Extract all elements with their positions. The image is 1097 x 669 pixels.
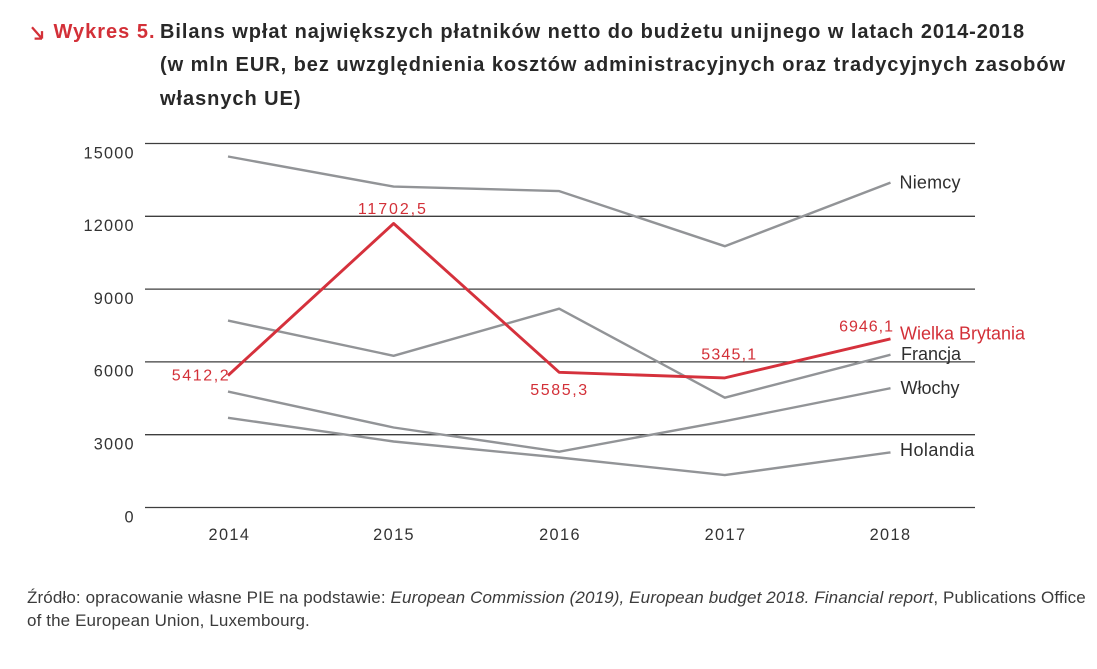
svg-text:Włochy: Włochy <box>901 378 960 398</box>
svg-text:Wielka Brytania: Wielka Brytania <box>900 324 1026 344</box>
svg-text:2017: 2017 <box>705 526 747 544</box>
svg-text:15000: 15000 <box>84 144 135 162</box>
svg-text:5345,1: 5345,1 <box>701 347 757 364</box>
svg-text:5412,2: 5412,2 <box>172 368 231 385</box>
svg-text:3000: 3000 <box>94 436 135 454</box>
svg-text:2018: 2018 <box>870 526 912 544</box>
svg-text:6946,1: 6946,1 <box>839 319 894 336</box>
svg-text:2016: 2016 <box>539 526 581 544</box>
svg-text:11702,5: 11702,5 <box>358 201 428 218</box>
svg-text:Francja: Francja <box>901 344 962 364</box>
svg-text:Niemcy: Niemcy <box>900 172 961 192</box>
svg-text:6000: 6000 <box>94 363 135 381</box>
svg-text:9000: 9000 <box>94 290 135 308</box>
svg-text:0: 0 <box>125 508 135 526</box>
svg-text:12000: 12000 <box>84 217 135 235</box>
svg-text:2014: 2014 <box>208 526 250 544</box>
svg-text:5585,3: 5585,3 <box>530 382 589 399</box>
svg-text:2015: 2015 <box>373 526 415 544</box>
svg-text:Holandia: Holandia <box>900 440 975 460</box>
